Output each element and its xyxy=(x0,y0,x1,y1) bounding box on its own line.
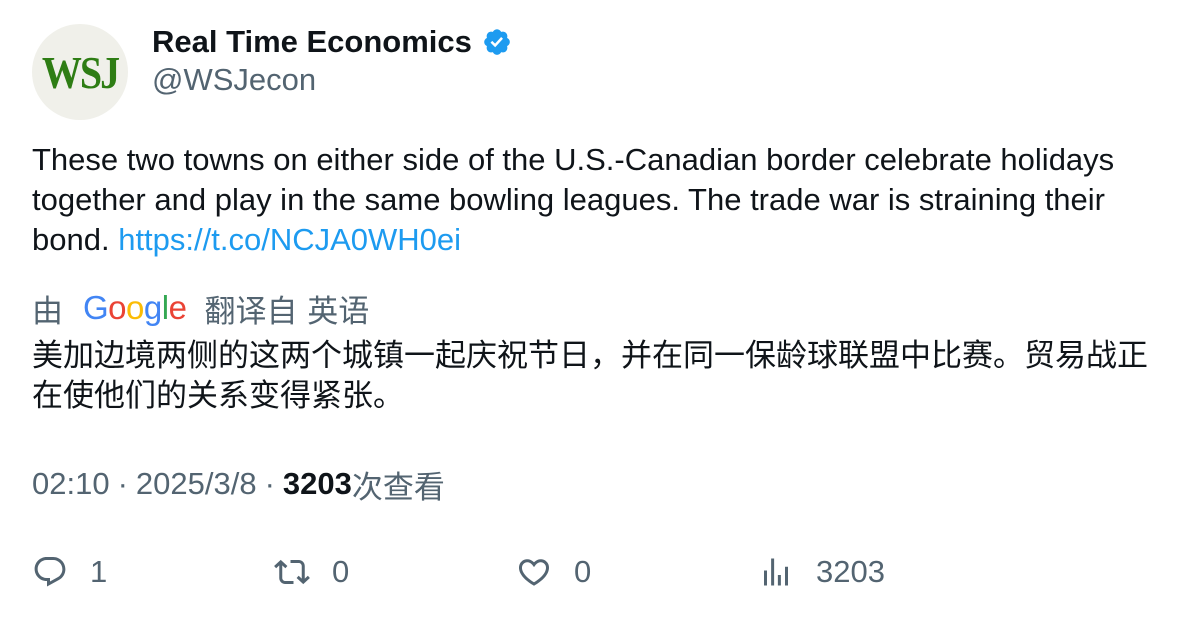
retweet-count: 0 xyxy=(332,554,350,589)
verified-badge-icon xyxy=(484,29,510,55)
tweet-text: These two towns on either side of the U.… xyxy=(32,140,1172,260)
tweet-date[interactable]: 2025/3/8 xyxy=(135,466,257,501)
reply-icon xyxy=(34,557,66,587)
handle[interactable]: @WSJecon xyxy=(152,62,317,97)
avatar[interactable]: WSJ xyxy=(32,24,128,120)
meta-separator: · xyxy=(117,466,128,501)
analytics-icon xyxy=(764,558,788,586)
heart-icon xyxy=(518,559,550,586)
views-count: 3203 xyxy=(282,466,352,501)
views-label: 次查看 xyxy=(351,469,445,506)
author-name-row: Real Time Economics xyxy=(152,20,512,64)
meta-separator: · xyxy=(264,466,275,501)
translated-text: 美加边境两侧的这两个城镇一起庆祝节日，并在同一保龄球联盟中比赛。贸易战正在使他们… xyxy=(32,338,1148,414)
retweet-button[interactable]: 0 xyxy=(274,550,349,594)
translation-suffix: 翻译自 英语 xyxy=(204,293,370,330)
tweet-link[interactable]: https://t.co/NCJA0WH0ei xyxy=(118,222,462,257)
wsj-logo: WSJ xyxy=(41,46,120,98)
like-count: 0 xyxy=(574,554,592,589)
reply-count: 1 xyxy=(90,554,108,589)
tweet-body: These two towns on either side of the U.… xyxy=(32,142,1115,257)
views-action-count: 3203 xyxy=(816,554,885,589)
translation-prefix: 由 xyxy=(32,293,63,330)
reply-button[interactable]: 1 xyxy=(32,550,107,594)
like-button[interactable]: 0 xyxy=(516,550,591,594)
translation-attribution[interactable]: 由 Google 翻译自 英语 xyxy=(32,286,369,330)
action-bar: 1 0 0 3203 xyxy=(0,550,1196,594)
tweet-meta: 02:10 · 2025/3/8 · 3203 次查看 xyxy=(32,464,445,506)
display-name[interactable]: Real Time Economics xyxy=(152,24,472,59)
google-logo: Google xyxy=(83,289,187,326)
views-button[interactable]: 3203 xyxy=(758,550,885,594)
tweet-time[interactable]: 02:10 xyxy=(32,466,110,501)
retweet-icon xyxy=(274,559,310,585)
